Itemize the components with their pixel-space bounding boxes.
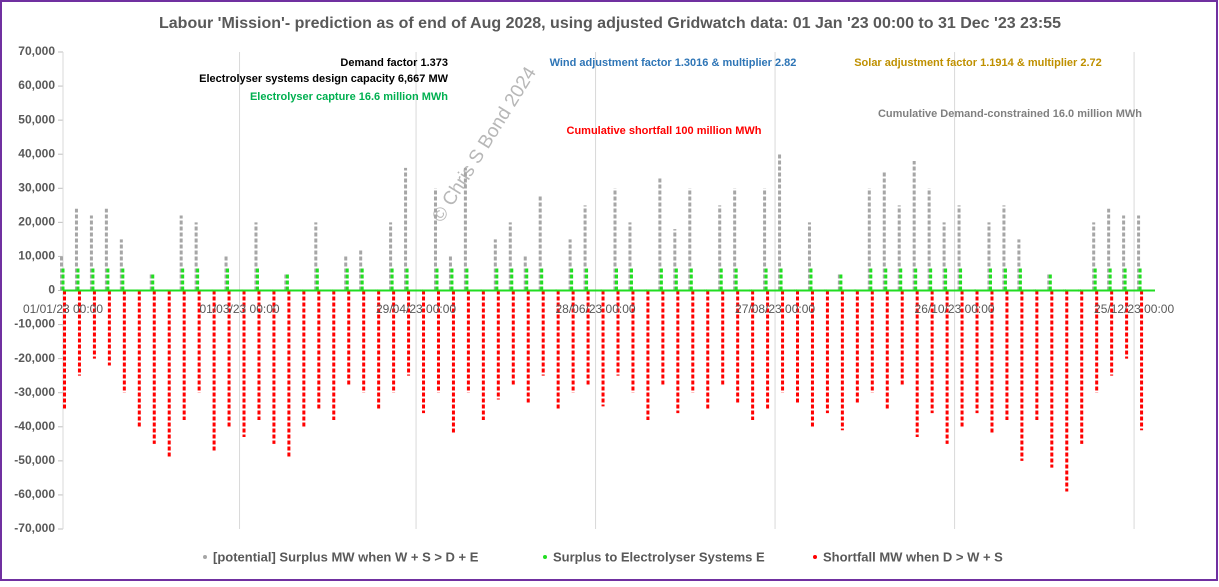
y-tick-label: 30,000 <box>18 180 55 194</box>
y-tick-label: -60,000 <box>14 487 55 501</box>
legend-label: [potential] Surplus MW when W + S > D + … <box>213 549 479 564</box>
y-tick-label: 40,000 <box>18 146 55 160</box>
annotation: Electrolyser capture 16.6 million MWh <box>250 91 448 103</box>
x-tick-label: 27/08/23 00:00 <box>735 302 815 316</box>
x-tick-label: 01/03/23 00:00 <box>199 302 279 316</box>
y-tick-label: 50,000 <box>18 112 55 126</box>
x-tick-label: 28/06/23 00:00 <box>556 302 636 316</box>
annotation: Electrolyser systems design capacity 6,6… <box>199 73 448 85</box>
y-tick-label: -50,000 <box>14 453 55 467</box>
x-tick-label: 26/10/23 00:00 <box>915 302 995 316</box>
legend-marker <box>543 555 547 559</box>
annotation: Cumulative shortfall 100 million MWh <box>567 125 762 137</box>
legend-label: Shortfall MW when D > W + S <box>823 549 1003 564</box>
y-tick-label: 20,000 <box>18 215 55 229</box>
annotation: Solar adjustment factor 1.1914 & multipl… <box>854 57 1102 69</box>
x-tick-label: 01/01/23 00:00 <box>23 302 103 316</box>
y-tick-label: 0 <box>48 283 55 297</box>
y-tick-label: 70,000 <box>18 44 55 58</box>
x-tick-label: 29/04/23 00:00 <box>376 302 456 316</box>
annotation: Wind adjustment factor 1.3016 & multipli… <box>550 57 797 69</box>
annotation: Demand factor 1.373 <box>340 57 448 69</box>
y-tick-label: -40,000 <box>14 419 55 433</box>
y-tick-label: -30,000 <box>14 385 55 399</box>
x-tick-label: 25/12/23 00:00 <box>1094 302 1174 316</box>
y-tick-label: -10,000 <box>14 317 55 331</box>
y-tick-label: -70,000 <box>14 521 55 535</box>
annotation: Cumulative Demand-constrained 16.0 milli… <box>878 108 1142 120</box>
y-tick-label: 60,000 <box>18 78 55 92</box>
legend-label: Surplus to Electrolyser Systems E <box>553 549 765 564</box>
legend-marker <box>813 555 817 559</box>
chart-title: Labour 'Mission'- prediction as of end o… <box>159 15 1061 32</box>
legend-marker <box>203 555 207 559</box>
y-tick-label: 10,000 <box>18 249 55 263</box>
y-tick-label: -20,000 <box>14 351 55 365</box>
